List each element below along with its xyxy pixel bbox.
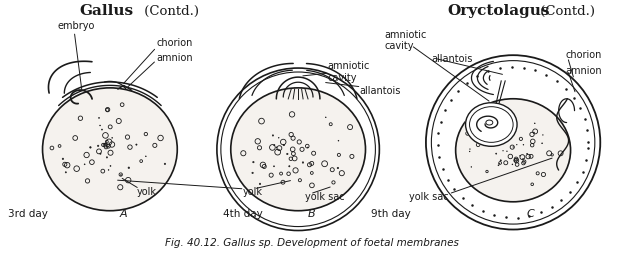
Circle shape [90,147,91,149]
Circle shape [62,158,64,160]
Text: amnion: amnion [157,53,193,63]
Circle shape [252,172,253,174]
Ellipse shape [231,88,366,211]
Text: Oryctolagus: Oryctolagus [447,4,550,18]
Circle shape [286,154,288,155]
Circle shape [325,117,326,118]
Text: Gallus: Gallus [80,4,134,18]
Circle shape [120,175,122,176]
Text: allantois: allantois [359,86,401,96]
Circle shape [302,162,304,164]
Circle shape [495,153,497,155]
Circle shape [307,147,308,148]
Text: yolk sac: yolk sac [305,191,344,201]
Circle shape [278,138,279,139]
Text: cavity: cavity [328,73,358,83]
Circle shape [514,127,515,128]
Circle shape [498,165,499,166]
Circle shape [259,183,261,185]
Circle shape [487,136,489,137]
Circle shape [523,159,524,160]
Circle shape [274,145,275,146]
Ellipse shape [42,88,177,211]
Circle shape [504,131,505,132]
Circle shape [469,151,470,152]
Text: chorion: chorion [157,38,193,48]
Circle shape [523,145,524,146]
Circle shape [272,135,273,137]
Circle shape [289,166,290,167]
Text: amniotic: amniotic [328,61,370,71]
Text: C: C [526,208,534,218]
Text: cavity: cavity [384,41,414,51]
Circle shape [104,144,105,145]
Circle shape [512,164,513,165]
Circle shape [65,172,66,173]
Text: A: A [120,208,127,218]
Circle shape [283,145,285,146]
Text: yolk: yolk [137,186,157,196]
Text: amniotic: amniotic [384,30,427,40]
Text: 3rd day: 3rd day [8,208,48,218]
Circle shape [99,118,100,119]
Circle shape [276,147,277,148]
Circle shape [426,56,600,230]
Circle shape [84,164,85,165]
Circle shape [253,162,254,163]
Circle shape [527,154,528,155]
Circle shape [534,123,535,124]
Text: 9th day: 9th day [371,208,411,218]
Text: 4th day: 4th day [223,208,263,218]
Circle shape [337,168,339,169]
Circle shape [106,157,107,158]
Text: Fig. 40.12. Gallus sp. Development of foetal membranes: Fig. 40.12. Gallus sp. Development of fo… [165,237,459,247]
Text: (Contd.): (Contd.) [536,5,595,18]
Ellipse shape [486,121,493,125]
Circle shape [500,160,501,161]
Text: amnion: amnion [565,66,602,76]
Circle shape [542,143,543,144]
Circle shape [471,167,472,168]
Text: (Contd.): (Contd.) [140,5,198,18]
Circle shape [108,170,109,171]
Circle shape [513,147,514,148]
Circle shape [273,166,275,167]
Text: yolk: yolk [243,186,263,196]
Text: B: B [308,208,316,218]
Circle shape [145,156,146,157]
Circle shape [542,135,544,136]
Circle shape [136,144,137,146]
Circle shape [217,69,379,231]
Circle shape [164,164,165,165]
Text: embryo: embryo [57,21,95,31]
Circle shape [97,146,99,147]
Circle shape [128,167,130,169]
Text: chorion: chorion [565,50,602,60]
Circle shape [110,166,111,167]
Ellipse shape [466,103,517,147]
Text: allantois: allantois [431,54,472,64]
Ellipse shape [456,99,570,202]
Circle shape [100,153,101,155]
Text: yolk sac: yolk sac [409,191,449,201]
